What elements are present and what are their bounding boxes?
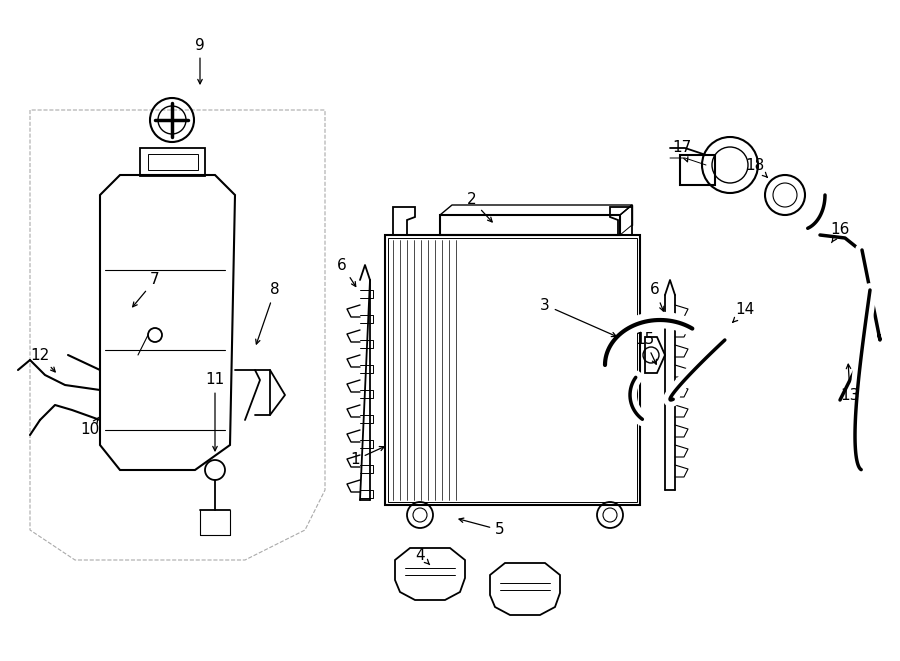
- Text: 12: 12: [31, 348, 55, 372]
- Text: 6: 6: [650, 282, 664, 311]
- Text: 10: 10: [80, 417, 100, 438]
- Bar: [440, 215, 620, 235]
- Bar: [385, 235, 640, 505]
- Bar: [388, 238, 637, 502]
- Text: 7: 7: [132, 272, 160, 307]
- Text: 16: 16: [831, 223, 850, 243]
- Text: 9: 9: [195, 38, 205, 84]
- Bar: [148, 154, 198, 170]
- Text: 5: 5: [459, 518, 505, 537]
- Text: 3: 3: [540, 297, 617, 336]
- Text: 14: 14: [733, 303, 754, 323]
- Text: 15: 15: [635, 332, 656, 364]
- Text: 6: 6: [338, 258, 356, 286]
- Text: 1: 1: [350, 447, 384, 467]
- Text: 11: 11: [205, 373, 225, 451]
- Text: 18: 18: [745, 157, 768, 177]
- Text: 2: 2: [467, 192, 492, 222]
- Text: 13: 13: [841, 364, 859, 403]
- Bar: [140, 148, 205, 176]
- Text: 4: 4: [415, 547, 429, 564]
- Bar: [680, 155, 715, 185]
- Text: 8: 8: [256, 282, 280, 344]
- Text: 17: 17: [672, 141, 691, 162]
